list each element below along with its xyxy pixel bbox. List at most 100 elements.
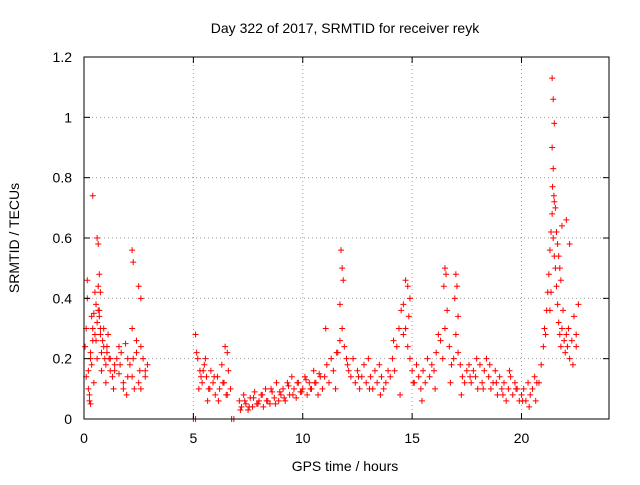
- data-point: [525, 379, 532, 386]
- data-point: [122, 340, 129, 347]
- data-point: [90, 310, 97, 317]
- data-point: [573, 343, 580, 350]
- data-point: [275, 397, 282, 404]
- data-point: [303, 376, 310, 383]
- data-point: [193, 349, 200, 356]
- data-point: [210, 379, 217, 386]
- data-point: [111, 367, 118, 374]
- data-point: [319, 385, 326, 392]
- data-point: [366, 385, 373, 392]
- data-point: [336, 337, 343, 344]
- data-point: [428, 361, 435, 368]
- grid: [84, 57, 609, 419]
- data-point: [501, 379, 507, 386]
- data-point: [446, 343, 453, 350]
- data-point: [307, 385, 314, 392]
- data-points: [82, 75, 582, 422]
- data-point: [532, 397, 539, 404]
- data-point: [116, 370, 122, 377]
- data-point: [102, 379, 109, 386]
- data-point: [91, 289, 98, 296]
- data-point: [133, 349, 140, 356]
- data-point: [291, 385, 297, 392]
- data-point: [94, 319, 101, 326]
- data-point: [387, 373, 394, 380]
- data-point: [137, 385, 144, 392]
- data-point: [443, 271, 450, 278]
- data-point: [200, 367, 207, 374]
- y-tick-label: 0: [64, 411, 72, 427]
- data-point: [444, 307, 451, 314]
- data-point: [562, 349, 569, 356]
- data-point: [406, 355, 413, 362]
- data-point: [227, 385, 234, 392]
- data-point: [269, 388, 276, 395]
- data-point: [276, 388, 283, 395]
- data-point: [294, 379, 301, 386]
- data-point: [453, 283, 460, 290]
- data-point: [566, 355, 573, 362]
- data-point: [97, 289, 104, 296]
- data-point: [549, 75, 556, 82]
- data-point: [284, 379, 291, 386]
- data-point: [90, 379, 97, 386]
- data-point: [96, 313, 103, 320]
- data-point: [355, 373, 362, 380]
- data-point: [301, 373, 308, 380]
- data-point: [129, 325, 136, 332]
- data-point: [118, 349, 125, 356]
- data-point: [380, 385, 387, 392]
- data-point: [551, 198, 558, 205]
- data-point: [340, 277, 347, 284]
- data-point: [549, 210, 556, 217]
- data-point: [224, 349, 231, 356]
- data-point: [260, 403, 267, 410]
- data-point: [339, 325, 346, 332]
- data-point: [328, 355, 335, 362]
- data-point: [450, 355, 457, 362]
- data-point: [330, 367, 337, 374]
- data-point: [374, 379, 381, 386]
- data-point: [199, 379, 206, 386]
- data-point: [87, 349, 94, 356]
- data-point: [140, 355, 147, 362]
- data-point: [93, 337, 100, 344]
- data-point: [565, 325, 572, 332]
- data-point: [110, 385, 117, 392]
- data-point: [441, 325, 448, 332]
- data-point: [273, 379, 280, 386]
- data-point: [549, 144, 556, 151]
- data-point: [315, 391, 322, 398]
- data-point: [96, 271, 103, 278]
- y-tick-label: 1.2: [53, 49, 73, 65]
- data-point: [116, 343, 122, 350]
- data-point: [418, 397, 425, 404]
- data-point: [254, 400, 261, 407]
- data-point: [224, 391, 231, 398]
- data-point: [352, 379, 359, 386]
- data-point: [546, 307, 553, 314]
- chart-title: Day 322 of 2017, SRMTID for receiver rey…: [211, 20, 480, 36]
- data-point: [455, 313, 462, 320]
- data-point: [486, 361, 493, 368]
- data-point: [550, 165, 557, 172]
- data-point: [404, 343, 411, 350]
- data-point: [298, 388, 305, 395]
- data-point: [404, 283, 411, 290]
- data-point: [415, 373, 422, 380]
- data-point: [256, 397, 262, 404]
- x-tick-label: 20: [514, 430, 530, 446]
- data-point: [120, 385, 127, 392]
- data-point: [551, 120, 558, 127]
- data-point: [215, 397, 222, 404]
- data-point: [263, 397, 270, 404]
- data-point: [529, 385, 536, 392]
- data-point: [479, 379, 486, 386]
- data-point: [548, 228, 555, 235]
- data-point: [435, 331, 442, 338]
- data-point: [536, 379, 542, 386]
- data-point: [98, 349, 105, 356]
- y-tick-label: 0.2: [53, 351, 73, 367]
